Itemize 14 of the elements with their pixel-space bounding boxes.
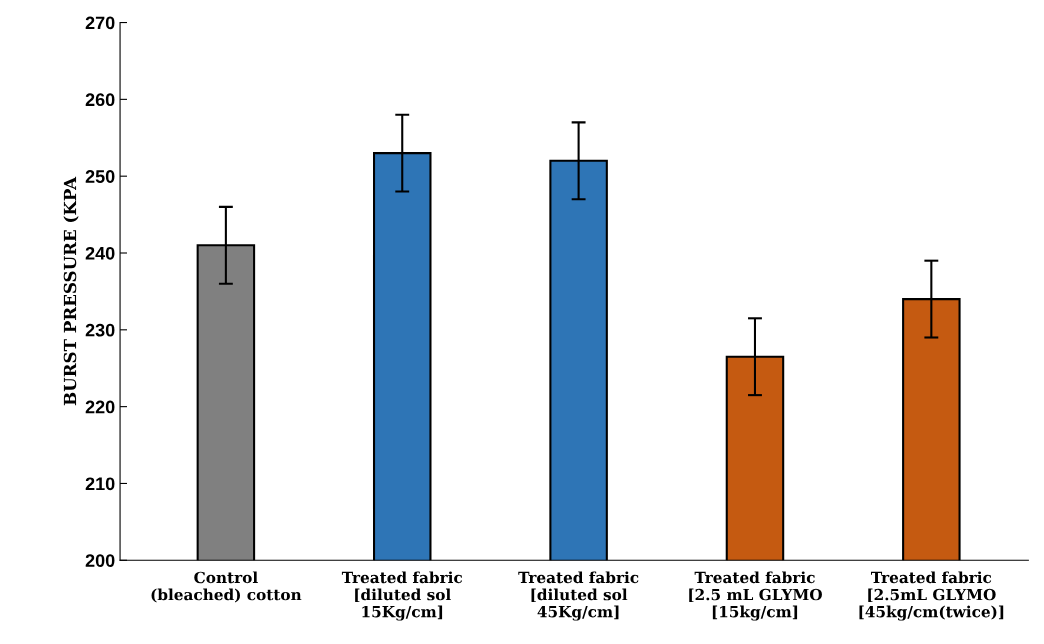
y-tick-label: 270 [85,16,115,30]
y-tick-label: 210 [85,477,115,491]
y-tick-label: 260 [85,93,115,107]
y-tick-label: 200 [85,554,115,567]
x-tick-label: Treated fabric [diluted sol 45Kg/cm] [518,571,639,621]
x-tick-label: Treated fabric [2.5 mL GLYMO [15kg/cm] [689,571,822,621]
y-tick-label: 250 [85,170,115,183]
y-tick-label: 220 [85,400,115,414]
x-tick-label: Treated fabric [2.5mL GLYMO [45kg/cm(twice)] [859,571,1004,621]
y-tick-label: 240 [85,246,115,260]
y-tick-label: 230 [85,323,115,337]
y-axis-title: BURST PRESSURE (KPA [63,176,79,406]
x-tick-label: Treated fabric [diluted sol 15Kg/cm] [341,571,463,621]
x-tick-label: Control (bleached) cotton [151,571,302,603]
